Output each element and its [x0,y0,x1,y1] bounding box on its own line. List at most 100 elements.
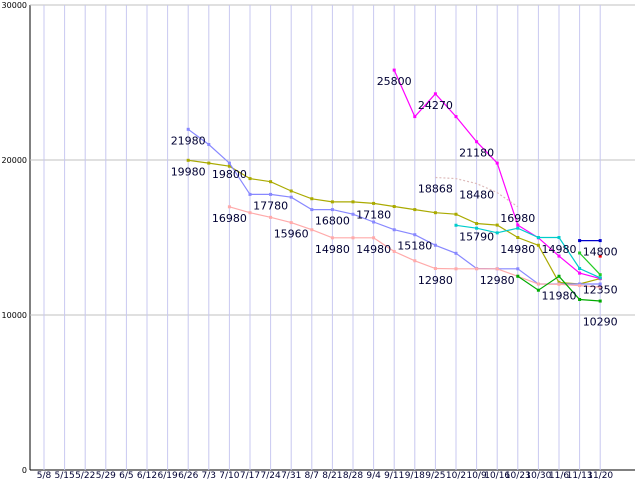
series-point [351,212,355,216]
series-point [516,236,520,239]
series-point [598,254,602,258]
x-tick-label: 9/25 [425,471,445,480]
series-2 [227,205,602,289]
data-label: 19800 [212,168,247,181]
series-point [207,161,211,165]
series-point [454,115,458,119]
series-point [433,211,437,215]
series-point [392,249,396,253]
vertical-gridlines [43,5,601,470]
series-point [536,288,540,292]
series-point [495,161,499,165]
data-label: 25800 [377,75,412,88]
series-0 [186,158,602,286]
series-point [598,239,602,243]
series-point [578,251,582,255]
series-8 [578,239,602,243]
y-tick-labels: 0 10000 20000 30000 [2,1,27,475]
y-tick-label: 20000 [2,156,27,165]
series-point [475,140,479,144]
data-label: 14980 [356,243,391,256]
x-tick-label: 6/19 [157,471,177,480]
data-label: 14980 [500,243,535,256]
x-tick-label: 10/23 [505,471,531,480]
series-point [557,254,561,258]
series-point [248,177,252,181]
x-tick-label: 10/30 [525,471,551,480]
series-point [578,271,582,275]
series-6 [516,274,602,303]
x-tick-label: 9/11 [384,471,404,480]
x-tick-label: 5/29 [96,471,116,480]
data-label: 16980 [500,212,535,225]
series-7 [578,251,602,277]
data-label: 15180 [397,240,432,253]
series-point [372,201,376,205]
x-tick-label: 11/13 [567,471,593,480]
x-tick-label: 11/20 [587,471,613,480]
x-tick-label: 5/15 [54,471,74,480]
series-point [351,236,355,240]
x-tick-label: 7/10 [219,471,239,480]
series-point [516,223,520,227]
series-point [598,273,602,277]
series-point [186,127,190,131]
series-lines [186,68,602,303]
series-point [227,161,231,165]
series-5 [454,223,602,280]
x-tick-label: 7/17 [240,471,260,480]
x-tick-label: 9/18 [405,471,425,480]
series-point [578,267,582,270]
series-point [248,192,252,196]
x-tick-label: 10/9 [466,471,486,480]
data-label: 17180 [356,209,391,222]
x-tick-label: 5/22 [75,471,95,480]
series-point [516,267,520,271]
data-label: 15790 [459,230,494,243]
series-point [413,259,417,263]
series-point [330,200,334,204]
series-4 [435,176,519,208]
x-tick-label: 8/7 [305,471,319,480]
data-label: 14980 [542,243,577,256]
data-label: 12980 [480,274,515,287]
data-label: 12350 [583,284,618,297]
x-tick-label: 10/16 [484,471,510,480]
x-tick-label: 5/8 [37,471,52,480]
data-label: 21980 [171,134,206,147]
series-3 [392,68,602,281]
y-tick-label: 0 [22,466,27,475]
series-point [598,285,602,289]
x-tick-label: 8/21 [322,471,342,480]
data-label: 19980 [171,165,206,178]
series-point [269,180,273,184]
x-tick-label: 6/26 [178,471,198,480]
series-point [454,212,458,216]
data-label: 12980 [418,274,453,287]
data-label: 11980 [542,289,577,302]
series-point [289,195,293,199]
series-point [598,299,602,303]
series-point [433,92,437,96]
series-point [433,243,437,247]
x-tick-label: 9/4 [366,471,381,480]
series-point [227,164,231,168]
series-point [289,221,293,225]
series-point [413,208,417,212]
series-point [330,236,334,240]
data-label: 14980 [315,243,350,256]
series-point [269,215,273,219]
x-tick-label: 6/12 [137,471,157,480]
series-point [186,158,190,162]
x-tick-label: 8/28 [343,471,363,480]
series-point [578,239,582,243]
x-tick-label: 7/3 [202,471,216,480]
series-point [454,267,458,271]
x-tick-label: 7/24 [260,471,280,480]
series-line [455,224,601,279]
series-point [269,192,273,196]
data-label: 17780 [253,199,288,212]
series-point [516,274,520,278]
series-point [578,282,582,286]
